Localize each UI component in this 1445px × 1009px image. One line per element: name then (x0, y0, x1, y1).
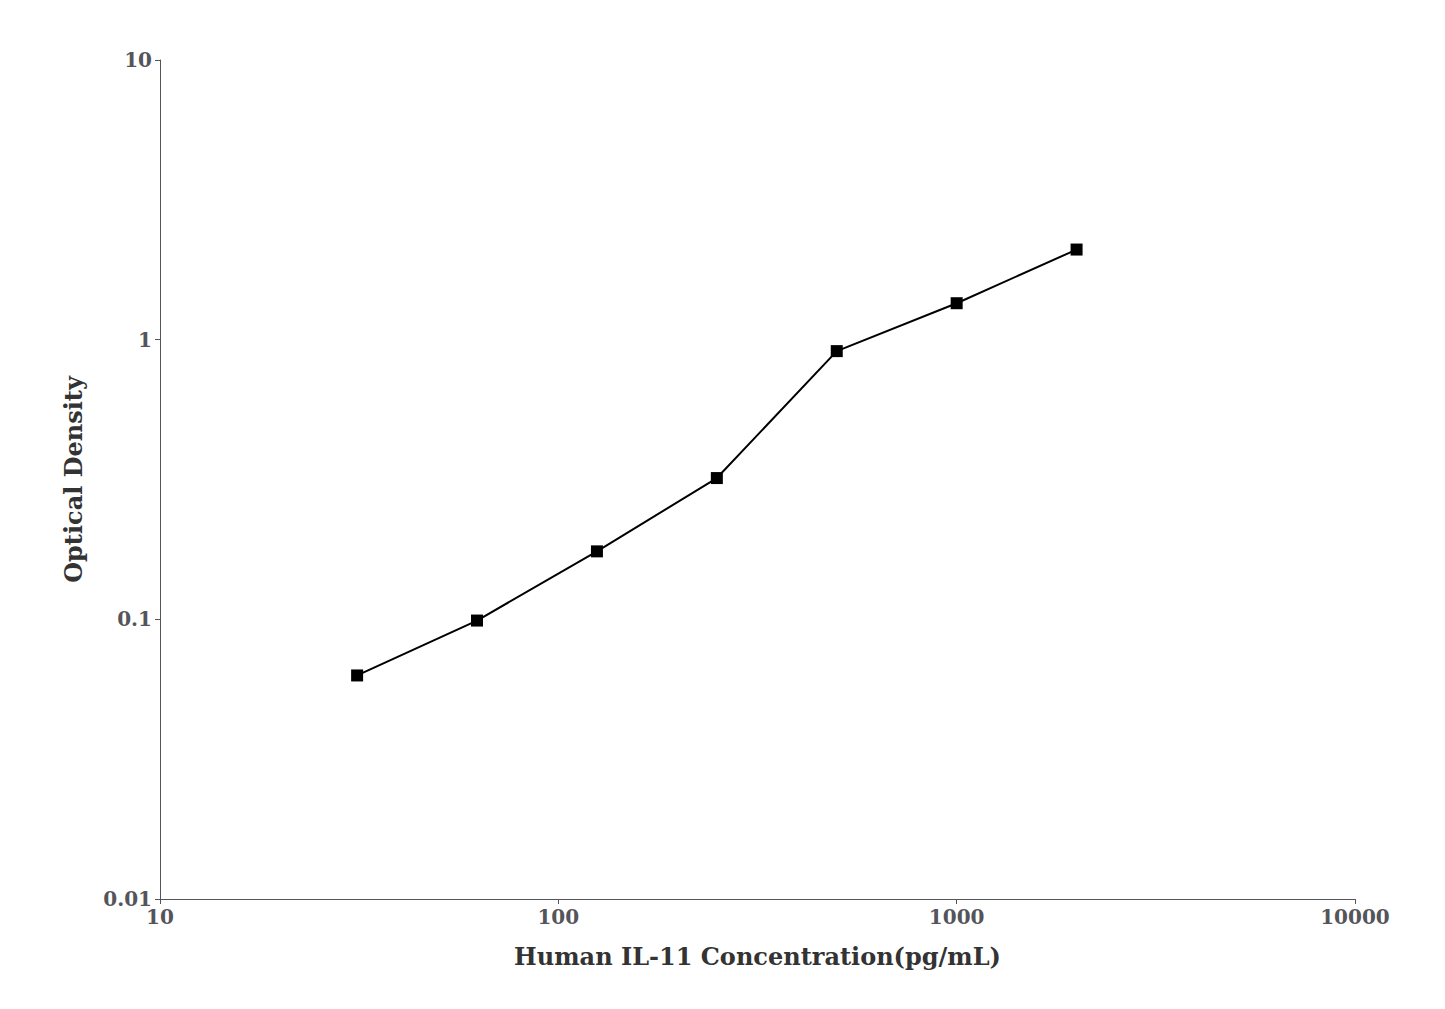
svg-text:1: 1 (138, 328, 152, 352)
svg-text:10000: 10000 (1320, 905, 1390, 929)
svg-text:1000: 1000 (929, 905, 985, 929)
svg-text:100: 100 (537, 905, 579, 929)
svg-text:10: 10 (124, 48, 152, 72)
svg-text:10: 10 (146, 905, 174, 929)
svg-text:Human IL-11 Concentration(pg/m: Human IL-11 Concentration(pg/mL) (514, 942, 1001, 971)
svg-text:Optical Density: Optical Density (59, 375, 88, 583)
svg-text:0.01: 0.01 (103, 887, 152, 911)
svg-text:0.1: 0.1 (117, 607, 152, 631)
